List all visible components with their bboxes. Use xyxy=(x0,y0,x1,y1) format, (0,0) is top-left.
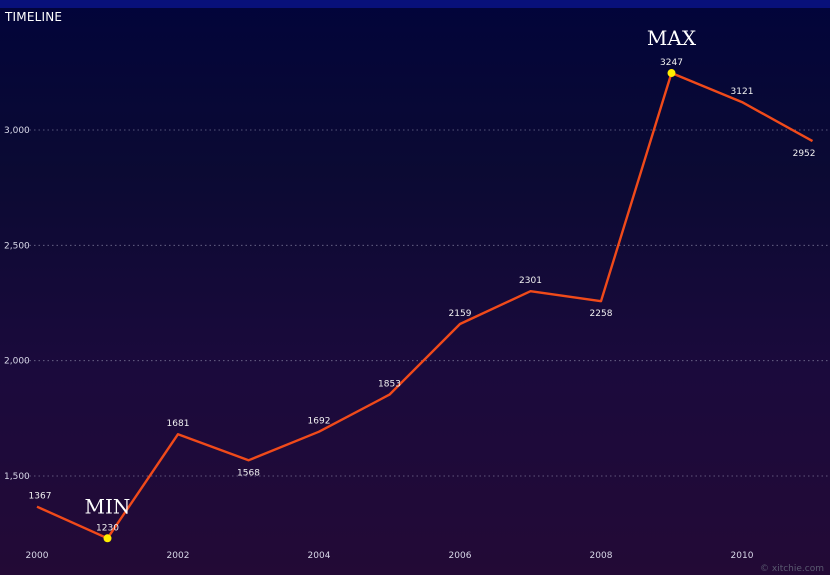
extreme-marker xyxy=(667,69,676,78)
x-tick-label: 2010 xyxy=(731,551,754,561)
data-label: 1853 xyxy=(378,380,401,390)
y-axis: 1,500 2,000 2,500 3,000 xyxy=(4,126,30,482)
data-label: 2258 xyxy=(590,309,613,319)
data-label: 1568 xyxy=(237,468,260,478)
data-label: 2301 xyxy=(519,276,542,286)
min-annotation: MIN xyxy=(85,494,131,518)
y-tick-label: 2,500 xyxy=(4,241,30,251)
x-tick-label: 2006 xyxy=(449,551,472,561)
y-tick-label: 3,000 xyxy=(4,126,30,136)
annotations: MIN MAX xyxy=(85,26,697,518)
data-label: 2952 xyxy=(793,149,816,159)
x-axis: 2000 2002 2004 2006 2008 2010 xyxy=(26,551,754,561)
extreme-marker xyxy=(103,534,112,543)
grid-lines xyxy=(25,129,830,477)
max-annotation: MAX xyxy=(647,26,697,50)
y-tick-label: 1,500 xyxy=(4,472,30,482)
data-label: 3121 xyxy=(731,87,754,97)
data-label: 2159 xyxy=(449,309,472,319)
watermark: © xitchie.com xyxy=(760,564,824,574)
x-tick-label: 2004 xyxy=(308,551,331,561)
data-label: 3247 xyxy=(660,58,683,68)
x-tick-label: 2002 xyxy=(167,551,190,561)
data-labels: 1367 1230 1681 1568 1692 1853 2159 2301 2258 3247… xyxy=(29,58,816,533)
x-tick-label: 2008 xyxy=(590,551,613,561)
extreme-markers xyxy=(103,69,676,543)
data-label: 1230 xyxy=(96,523,119,533)
series-line xyxy=(36,71,814,540)
data-label: 1367 xyxy=(29,492,52,502)
chart-title: TIMELINE xyxy=(5,10,63,24)
data-label: 1692 xyxy=(308,417,331,427)
data-label: 1681 xyxy=(167,419,190,429)
x-tick-label: 2000 xyxy=(26,551,49,561)
y-tick-label: 2,000 xyxy=(4,357,30,367)
top-accent-bar xyxy=(0,0,830,8)
